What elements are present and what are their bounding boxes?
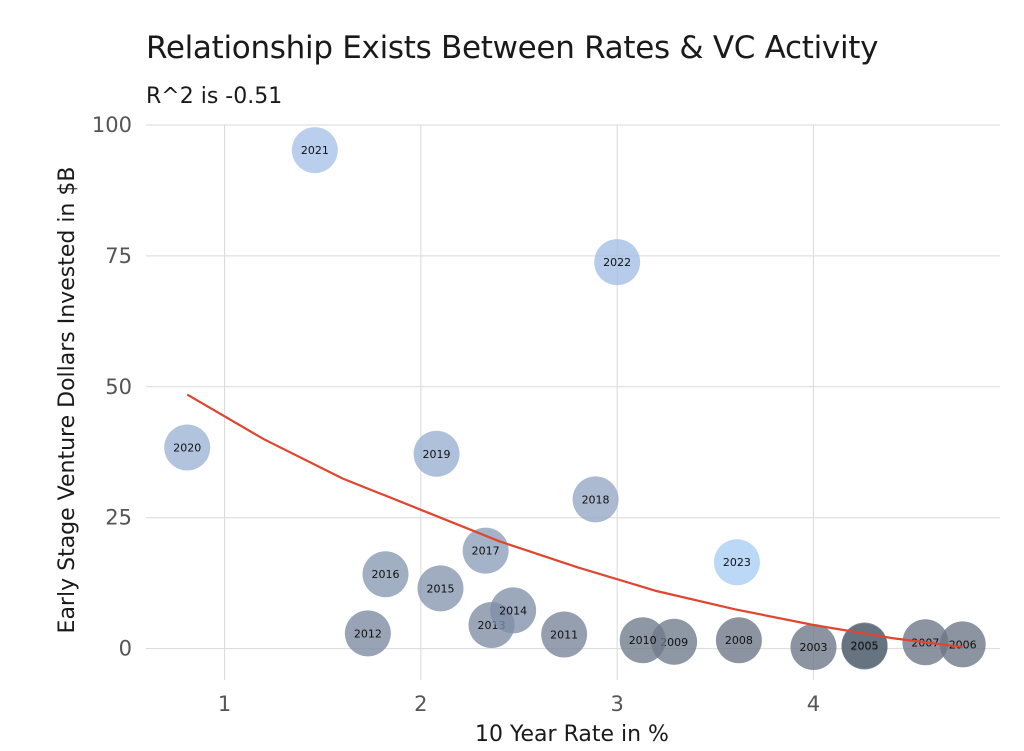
point-label: 2009 <box>660 636 688 649</box>
point-label: 2015 <box>426 582 454 595</box>
point-label: 2006 <box>949 638 977 651</box>
y-tick-label: 0 <box>119 637 132 661</box>
data-point-2015: 2015 <box>417 565 464 612</box>
y-tick-label: 100 <box>92 113 132 137</box>
y-tick-label: 75 <box>105 244 132 268</box>
data-point-2005: 2005 <box>841 622 888 669</box>
data-point-2017: 2017 <box>462 527 509 574</box>
point-marker <box>164 424 211 471</box>
point-label: 2020 <box>173 442 201 455</box>
grid-lines <box>146 124 1000 680</box>
point-label: 2021 <box>301 144 329 157</box>
point-marker <box>462 527 509 574</box>
x-axis-title: 10 Year Rate in % <box>475 722 669 747</box>
data-point-2006: 2006 <box>939 621 986 668</box>
point-label: 2012 <box>354 627 382 640</box>
chart-title: Relationship Exists Between Rates & VC A… <box>146 30 879 66</box>
point-label: 2010 <box>629 634 657 647</box>
point-marker <box>417 565 464 612</box>
y-axis-ticks: 0 25 50 75 100 <box>92 113 132 661</box>
point-marker <box>362 551 409 598</box>
data-point-2016: 2016 <box>362 551 409 598</box>
point-label: 2023 <box>723 556 751 569</box>
x-tick-label: 3 <box>610 692 623 716</box>
data-point-2022: 2022 <box>594 239 641 286</box>
x-tick-label: 1 <box>218 692 231 716</box>
point-marker <box>572 476 619 523</box>
y-axis-title: Early Stage Venture Dollars Invested in … <box>55 167 80 634</box>
trendline-layer <box>186 393 963 649</box>
x-axis-ticks: 1 2 3 4 <box>218 692 820 716</box>
data-point-2010: 2010 <box>619 617 666 664</box>
point-marker <box>594 239 641 286</box>
point-marker <box>291 127 338 174</box>
point-marker <box>344 610 391 657</box>
point-marker <box>541 611 588 658</box>
point-label: 2016 <box>372 568 400 581</box>
point-marker <box>490 587 537 634</box>
point-marker <box>413 430 460 477</box>
point-marker <box>939 621 986 668</box>
data-point-2019: 2019 <box>413 430 460 477</box>
trendline <box>186 393 963 649</box>
point-label: 2017 <box>472 545 500 558</box>
data-point-2014: 2014 <box>490 587 537 634</box>
chart-subtitle: R^2 is -0.51 <box>146 84 283 109</box>
point-marker <box>619 617 666 664</box>
data-points: 2003200420052006200720082009201020112012… <box>164 127 986 671</box>
data-point-2018: 2018 <box>572 476 619 523</box>
point-label: 2005 <box>851 639 879 652</box>
data-point-2003: 2003 <box>790 624 837 671</box>
point-label: 2014 <box>499 604 527 617</box>
y-tick-label: 50 <box>105 375 132 399</box>
point-marker <box>841 622 888 669</box>
point-label: 2018 <box>582 493 610 506</box>
data-point-2020: 2020 <box>164 424 211 471</box>
x-tick-label: 2 <box>414 692 427 716</box>
y-tick-label: 25 <box>105 506 132 530</box>
point-label: 2011 <box>550 628 578 641</box>
point-label: 2003 <box>799 641 827 654</box>
point-label: 2008 <box>725 634 753 647</box>
data-point-2021: 2021 <box>291 127 338 174</box>
point-label: 2022 <box>603 256 631 269</box>
point-marker <box>790 624 837 671</box>
data-point-2023: 2023 <box>713 539 760 586</box>
point-marker <box>713 539 760 586</box>
data-point-2012: 2012 <box>344 610 391 657</box>
data-point-2008: 2008 <box>715 617 762 664</box>
x-tick-label: 4 <box>807 692 820 716</box>
data-point-2011: 2011 <box>541 611 588 658</box>
point-marker <box>715 617 762 664</box>
point-label: 2019 <box>423 448 451 461</box>
